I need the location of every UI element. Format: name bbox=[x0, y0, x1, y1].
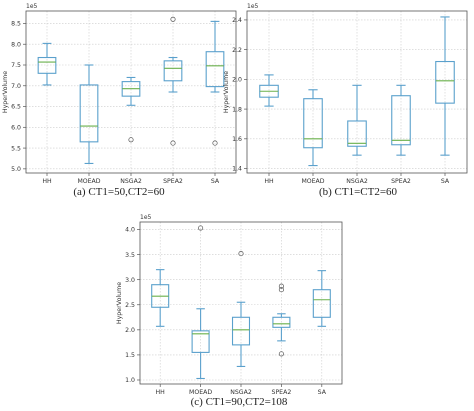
y-tick-label-a: 6.5 bbox=[11, 104, 21, 111]
box-a bbox=[163, 60, 183, 82]
flier-point-c bbox=[278, 287, 284, 293]
y-tick-label-a: 5.5 bbox=[11, 145, 21, 152]
flier-point-a bbox=[170, 16, 176, 22]
x-tick-label-a: SA bbox=[211, 178, 220, 185]
y-tick-label-b: 1.8 bbox=[232, 106, 242, 113]
box-a bbox=[37, 56, 57, 74]
x-tick-label-c: NSGA2 bbox=[230, 389, 252, 396]
y-axis-label-c: HyperVolume bbox=[116, 282, 123, 324]
box-a bbox=[79, 84, 99, 143]
caption-b: (b) CT1=CT2=60 bbox=[319, 186, 398, 198]
y-tick-label-c: 2.5 bbox=[125, 302, 135, 309]
x-tick-label-c: HH bbox=[156, 389, 166, 396]
box-b bbox=[391, 95, 411, 146]
box-c bbox=[231, 316, 251, 346]
box-c bbox=[191, 330, 210, 353]
caption-c: (c) CT1=90,CT2=108 bbox=[191, 396, 288, 408]
box-b bbox=[303, 98, 323, 149]
y-axis-label-b: HyperVolume bbox=[223, 71, 230, 113]
y-multiplier-b: 1e5 bbox=[247, 3, 259, 10]
box-a bbox=[205, 51, 225, 88]
caption-a: (a) CT1=50,CT2=60 bbox=[73, 186, 165, 198]
box-b bbox=[347, 120, 367, 147]
flier-point-a bbox=[128, 137, 134, 143]
flier-point-c bbox=[278, 283, 284, 289]
y-axis-label-a: HyperVolume bbox=[2, 71, 9, 113]
axes-frame-a bbox=[25, 10, 237, 174]
y-multiplier-c: 1e5 bbox=[140, 214, 152, 221]
panel-b: 1.4 1.6 1.8 2.0 2.2 2.4 HH MOEAD NSGA2 SPEA2 SA 1e5… bbox=[223, 3, 468, 185]
y-tick-label-b: 1.6 bbox=[232, 136, 242, 143]
flier-point-a bbox=[170, 140, 176, 146]
y-tick-label-b: 2.2 bbox=[232, 47, 242, 54]
x-tick-label-a: HH bbox=[42, 178, 52, 185]
x-tick-label-c: SA bbox=[318, 389, 327, 396]
flier-point-c bbox=[198, 225, 204, 231]
x-tick-label-b: SPEA2 bbox=[391, 178, 411, 185]
y-tick-label-c: 4.0 bbox=[125, 227, 135, 234]
x-tick-label-b: SA bbox=[441, 178, 450, 185]
y-tick-label-a: 8.5 bbox=[11, 21, 21, 28]
y-tick-label-c: 1.0 bbox=[125, 377, 135, 384]
x-tick-label-a: SPEA2 bbox=[163, 178, 183, 185]
axes-frame-c bbox=[139, 221, 343, 385]
box-c bbox=[272, 316, 291, 328]
axes-frame-b bbox=[246, 10, 468, 174]
panel-c: 1.0 1.5 2.0 2.5 3.0 3.5 4.0 HH MOEAD NSGA2 SPEA2 SA… bbox=[116, 214, 343, 396]
y-tick-label-c: 3.5 bbox=[125, 252, 135, 259]
y-tick-label-a: 8.0 bbox=[11, 41, 21, 48]
y-multiplier-a: 1e5 bbox=[26, 3, 38, 10]
flier-point-c bbox=[238, 251, 244, 257]
box-b bbox=[435, 60, 455, 104]
y-tick-label-a: 6.0 bbox=[11, 125, 21, 132]
y-tick-label-c: 3.0 bbox=[125, 277, 135, 284]
x-tick-label-b: HH bbox=[264, 178, 274, 185]
x-tick-label-c: MOEAD bbox=[189, 389, 212, 396]
x-tick-label-a: MOEAD bbox=[77, 178, 100, 185]
y-tick-label-a: 5.0 bbox=[11, 166, 21, 173]
flier-point-c bbox=[278, 351, 284, 357]
box-c bbox=[312, 289, 331, 318]
y-tick-label-b: 1.4 bbox=[232, 166, 242, 173]
x-tick-label-c: SPEA2 bbox=[272, 389, 292, 396]
y-tick-label-c: 1.5 bbox=[125, 352, 135, 359]
y-tick-label-a: 7.5 bbox=[11, 62, 21, 69]
y-tick-label-b: 2.0 bbox=[232, 77, 242, 84]
y-tick-label-c: 2.0 bbox=[125, 327, 135, 334]
x-tick-label-b: MOEAD bbox=[301, 178, 324, 185]
flier-point-a bbox=[212, 140, 218, 146]
x-tick-label-a: NSGA2 bbox=[120, 178, 142, 185]
panel-a: 5.0 5.5 6.0 6.5 7.0 7.5 8.0 8.5 HH MOEAD NSGA2 SPEA… bbox=[2, 3, 237, 185]
y-tick-label-b: 2.4 bbox=[232, 17, 242, 24]
y-tick-label-a: 7.0 bbox=[11, 83, 21, 90]
x-tick-label-b: NSGA2 bbox=[346, 178, 368, 185]
